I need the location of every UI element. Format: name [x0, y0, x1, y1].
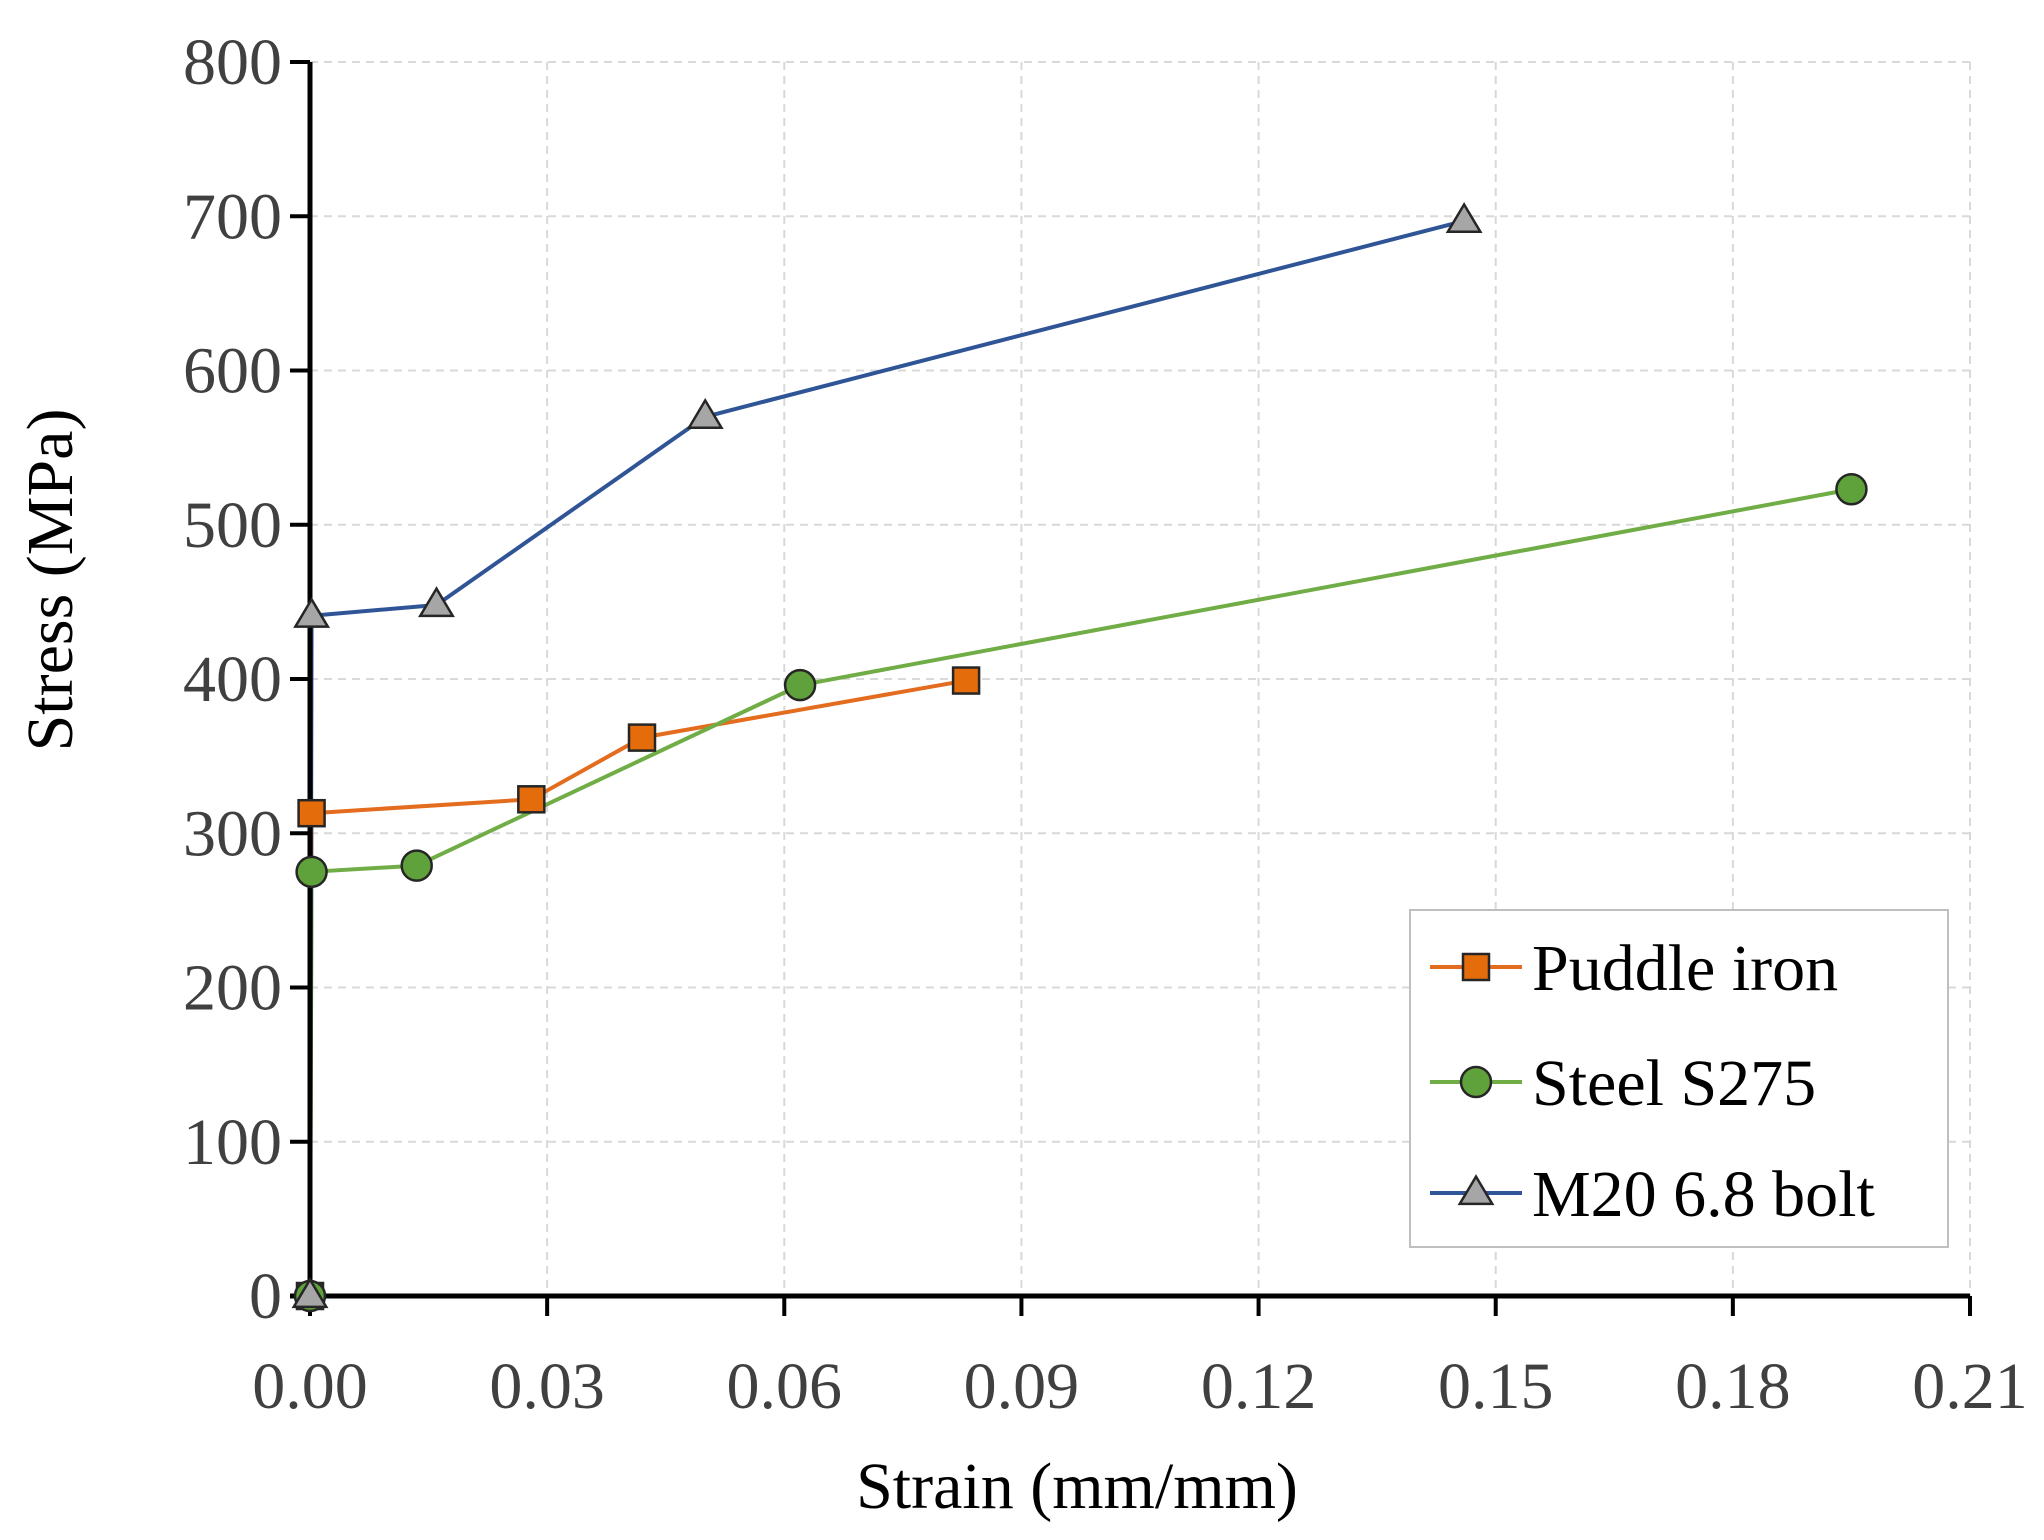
ticks: 0 100 200 300 400 500 600 700 800 0.00 0.03 0.06 0.0…	[183, 26, 2028, 1423]
data-point	[686, 397, 724, 429]
data-point	[293, 596, 331, 628]
data-point	[297, 798, 326, 828]
x-tick-label: 0.03	[489, 1350, 605, 1423]
legend-label: Steel S275	[1532, 1047, 1816, 1120]
x-tick-label: 0.12	[1201, 1350, 1317, 1423]
legend: Puddle iron Steel S275 M20 6.8 bolt	[1409, 909, 1949, 1248]
data-point	[400, 849, 433, 882]
y-tick-label: 300	[183, 797, 282, 870]
legend-marker	[1457, 1174, 1495, 1206]
x-tick-label: 0.09	[964, 1350, 1080, 1423]
legend-marker	[1459, 1065, 1493, 1099]
data-point	[295, 855, 328, 889]
y-tick-label: 600	[183, 335, 282, 408]
x-tick-label: 0.06	[727, 1350, 843, 1423]
y-tick-label: 700	[183, 180, 282, 253]
y-tick-label: 400	[183, 643, 282, 716]
x-tick-label: 0.21	[1912, 1350, 2028, 1423]
legend-label: M20 6.8 bolt	[1532, 1158, 1875, 1231]
legend-label: Puddle iron	[1532, 932, 1838, 1005]
series-markers	[291, 202, 1868, 1313]
data-point	[418, 586, 455, 618]
y-tick-label: 800	[183, 26, 282, 99]
y-tick-label: 200	[183, 952, 282, 1025]
y-tick-label: 100	[183, 1106, 282, 1179]
y-tick-label: 500	[183, 489, 282, 562]
y-tick-label: 0	[249, 1260, 282, 1333]
series-line-3	[308, 218, 1465, 1297]
data-point	[783, 668, 817, 702]
grid	[310, 61, 1971, 1296]
x-tick-label: 0.00	[252, 1350, 368, 1423]
legend-marker	[1461, 952, 1491, 982]
data-point	[951, 666, 981, 695]
data-point	[1835, 473, 1868, 506]
data-point	[291, 1277, 329, 1309]
x-axis-title: Strain (mm/mm)	[856, 1450, 1298, 1523]
data-point	[627, 723, 657, 752]
y-axis-title: Stress (MPa)	[14, 409, 87, 752]
data-point	[1445, 202, 1483, 234]
x-tick-label: 0.18	[1675, 1350, 1791, 1423]
x-tick-label: 0.15	[1438, 1350, 1554, 1423]
data-point	[517, 785, 546, 814]
